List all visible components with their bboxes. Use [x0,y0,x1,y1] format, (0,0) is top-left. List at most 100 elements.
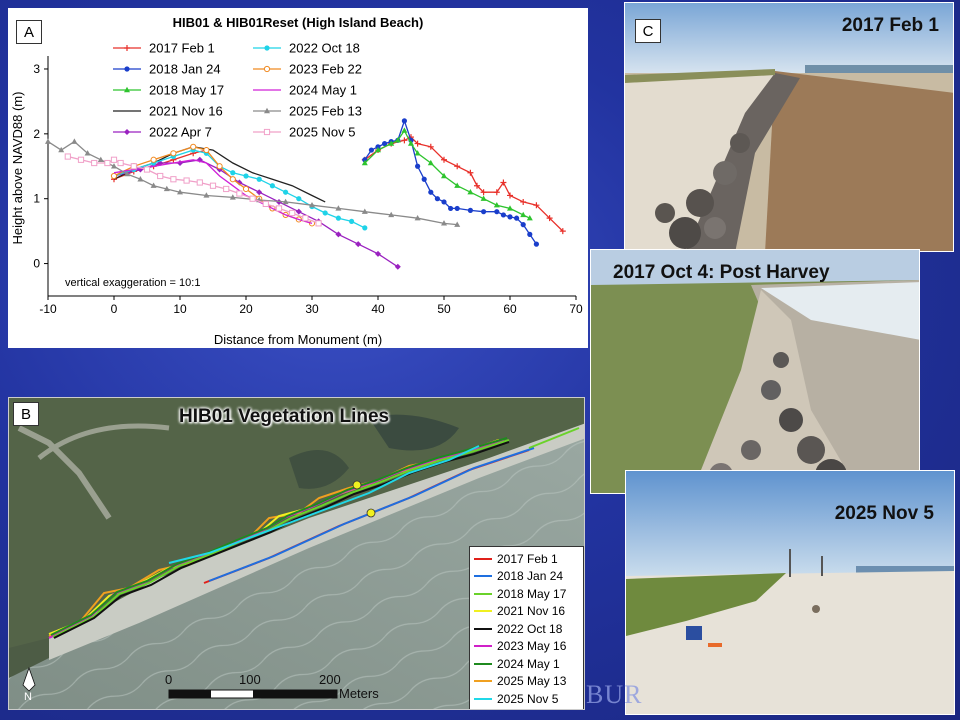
legend-swatch [474,557,492,560]
legend-item: 2024 May 1 [474,655,579,673]
veg-line-2024-may-1 [50,437,508,636]
data-point [282,198,289,205]
legend-label: 2025 Nov 5 [289,125,356,140]
data-point [368,147,374,153]
data-point [494,209,500,215]
data-point [388,140,395,146]
legend-swatch [474,697,492,700]
series-2021-nov-16 [113,146,326,203]
photo-2017-feb: C 2017 Feb 1 [624,2,954,252]
data-point [275,205,283,212]
x-tick-label: 10 [173,302,187,316]
legend-marker [263,65,271,73]
data-point [110,172,118,180]
data-point [130,163,137,170]
legend-item: 2021 Nov 16 [474,603,579,621]
legend-marker [263,128,271,136]
legend-item: 2022 Oct 18 [474,620,579,638]
data-point [236,190,243,197]
data-point [362,225,368,231]
data-point [467,189,474,195]
data-point [500,212,506,218]
legend-marker [124,66,130,72]
data-point [262,200,269,207]
data-point [428,189,434,195]
dirt-road [37,423,170,460]
data-point [150,156,157,163]
pond [289,450,349,489]
data-point [283,189,289,195]
chart-title: HIB01 & HIB01Reset (High Island Beach) [173,15,424,30]
photo-title: 2017 Feb 1 [841,15,939,36]
photo-2017-oct: 2017 Oct 4: Post Harvey [590,249,920,494]
data-point [296,196,302,202]
beach-sand [49,423,584,660]
data-point [163,185,170,192]
data-point [242,185,250,193]
series-2018-jan-24 [362,118,540,247]
data-point [170,176,177,183]
legend-item: 2025 May 13 [474,673,579,691]
data-point [256,176,262,182]
legend-item: 2023 May 16 [474,638,579,656]
data-point [375,250,381,257]
legend-item: 2018 May 17 [113,83,224,98]
data-point [514,215,520,221]
data-point [335,231,342,238]
legend-item: 2025 Feb 13 [253,104,362,119]
data-point [243,173,249,179]
data-point [91,159,98,167]
data-point [493,201,500,208]
data-point [322,210,328,216]
data-point [269,183,275,189]
data-point [441,172,447,179]
y-tick-label: 1 [33,192,40,206]
legend-swatch [474,627,492,630]
data-point [520,211,527,218]
data-point [401,137,408,144]
data-point [150,182,157,188]
beach-photo [625,3,953,251]
data-point [45,138,51,144]
data-point [216,163,223,170]
data-point [394,137,401,143]
data-point [493,189,500,196]
legend-item: 2025 Nov 5 [474,690,579,708]
data-point [507,205,513,211]
data-point [335,215,341,221]
data-point [375,146,381,153]
data-point [408,140,414,146]
legend-label: 2018 Jan 24 [497,569,564,584]
data-point [533,241,540,247]
data-point [375,144,381,150]
data-point [454,205,460,212]
vegetation-lines-map: HIB01 Vegetation Lines 0 100 200 Meters … [8,397,585,710]
scale-tick-0: 0 [165,672,173,687]
data-point [355,241,362,248]
data-point [302,215,309,222]
data-point [441,199,447,205]
data-point [295,208,302,215]
legend-item: 2022 Oct 18 [253,41,360,56]
data-point [64,153,71,160]
data-point [230,170,236,176]
legend-label: 2022 Apr 7 [149,125,212,140]
x-tick-label: 0 [111,302,118,316]
legend-item: 2022 Apr 7 [113,125,212,140]
profile-chart: HIB01 & HIB01Reset (High Island Beach) -… [10,15,583,347]
data-point [520,222,526,228]
legend-swatch [474,610,492,613]
series-line [113,159,313,225]
legend-label: 2021 Nov 16 [497,604,566,619]
profile-chart-panel: HIB01 & HIB01Reset (High Island Beach) -… [8,8,588,348]
beach-photo [626,471,954,714]
data-point [170,150,177,157]
series-2022-oct-18 [111,147,368,231]
veg-line-2018-jan-24 [208,447,535,582]
scale-bar [168,689,338,699]
data-point [256,189,263,196]
monument-marker [352,480,362,490]
legend-marker [124,86,130,93]
chart-legend: 2017 Feb 1 2018 Jan 24 2018 May 17 2021 Nov… [113,41,362,140]
data-point [401,127,408,133]
